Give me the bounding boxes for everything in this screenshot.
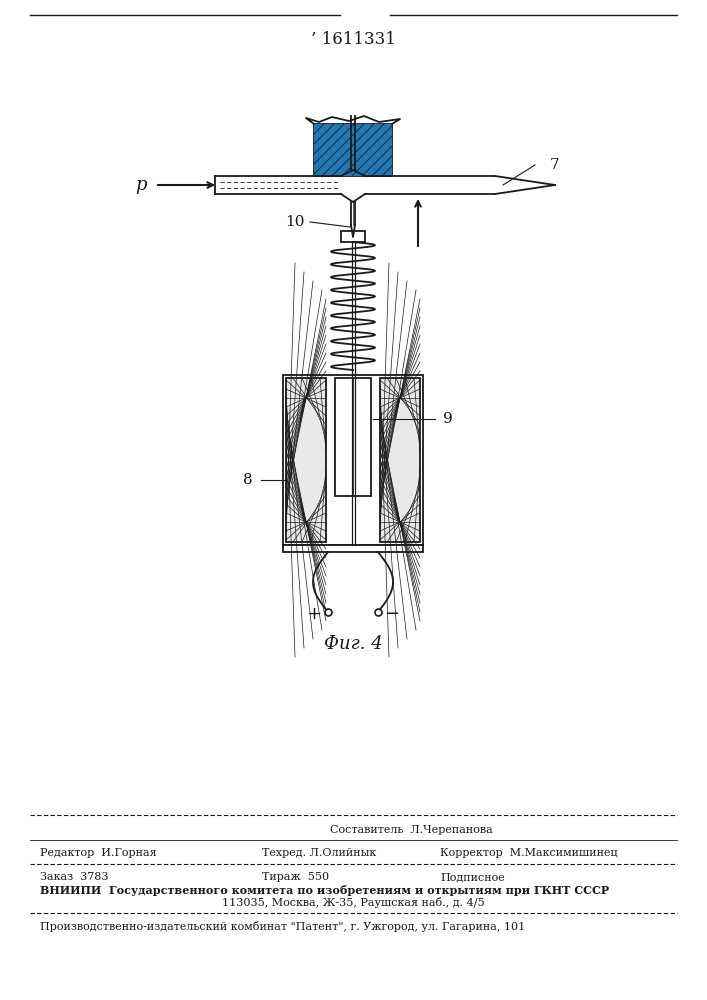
Text: Корректор  М.Максимишинец: Корректор М.Максимишинец (440, 848, 618, 858)
Text: +: + (307, 605, 322, 623)
Polygon shape (314, 124, 392, 176)
Bar (283, 545, 423, 552)
Text: 7: 7 (550, 158, 560, 172)
Bar (380, 378, 420, 542)
Text: p: p (136, 176, 147, 194)
Text: 113035, Москва, Ж-35, Раушская наб., д. 4/5: 113035, Москва, Ж-35, Раушская наб., д. … (222, 898, 484, 908)
Text: −: − (385, 605, 399, 623)
Text: ’ 1611331: ’ 1611331 (310, 31, 395, 48)
Bar (335, 378, 371, 496)
Text: 9: 9 (443, 412, 452, 426)
Text: Заказ  3783: Заказ 3783 (40, 872, 108, 882)
Text: Составитель  Л.Черепанова: Составитель Л.Черепанова (330, 825, 493, 835)
Text: Фиг. 4: Фиг. 4 (324, 635, 382, 653)
Text: 10: 10 (286, 215, 305, 229)
Text: Подписное: Подписное (440, 872, 505, 882)
Text: Производственно-издательский комбинат "Патент", г. Ужгород, ул. Гагарина, 101: Производственно-издательский комбинат "П… (40, 920, 525, 932)
Text: Техред. Л.Олийнык: Техред. Л.Олийнык (262, 848, 376, 858)
Text: 8: 8 (243, 473, 253, 487)
Text: ВНИИПИ  Государственного комитета по изобретениям и открытиям при ГКНТ СССР: ВНИИПИ Государственного комитета по изоб… (40, 886, 609, 896)
Bar (286, 378, 326, 542)
Bar (283, 375, 423, 545)
Text: Редактор  И.Горная: Редактор И.Горная (40, 848, 157, 858)
Text: Тираж  550: Тираж 550 (262, 872, 329, 882)
Bar (314, 124, 392, 176)
Bar (341, 231, 365, 242)
